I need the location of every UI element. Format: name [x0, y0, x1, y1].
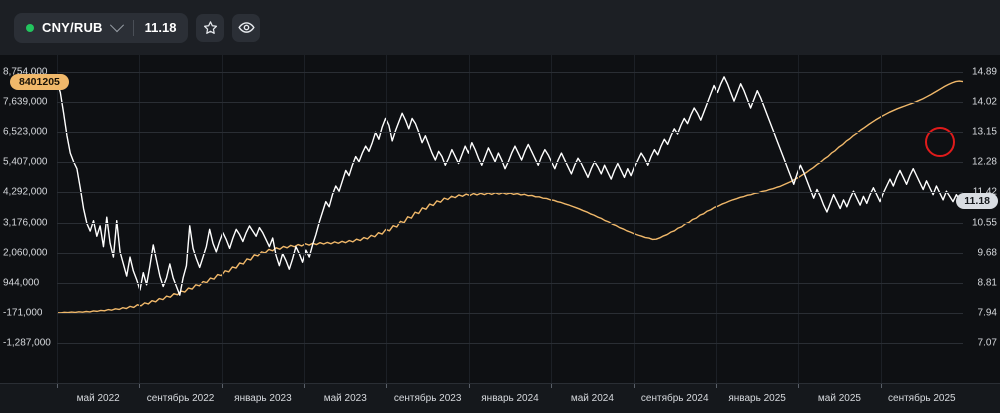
favorite-button[interactable]: [196, 13, 225, 42]
vertical-gridline: [880, 55, 882, 383]
right-axis-tick-label: 11.42: [973, 187, 997, 198]
right-axis-tick-label: 9.68: [977, 247, 997, 259]
gridline: [57, 162, 963, 164]
left-axis-tick-label: 5,407,000: [3, 156, 48, 168]
left-axis-tick-label: -1,287,000: [3, 337, 51, 349]
x-axis-tick-label: сентябрь 2022: [146, 393, 215, 404]
x-axis-tick-label: май 2023: [323, 393, 367, 404]
x-axis-tick-label: май 2024: [570, 393, 614, 404]
right-axis-tick-label: 10.55: [971, 217, 997, 229]
left-axis-tick-label: 6,523,000: [3, 126, 48, 138]
x-axis-tick-label: май 2025: [817, 393, 861, 404]
left-axis-tick-label: 3,176,000: [3, 217, 48, 229]
right-axis-tick-label: 7.07: [977, 337, 997, 349]
gridline: [57, 132, 963, 134]
x-axis-tick: [386, 384, 388, 388]
left-axis-tick-label: 944,000: [3, 277, 40, 289]
x-axis-tick-label: сентябрь 2024: [640, 393, 709, 404]
right-axis-labels: 14.89 14.02 13.15 12.28 11.42 10.55 9.68 8.81 7.…: [0, 55, 1000, 383]
gridline: [57, 222, 963, 224]
x-axis-tick-label: сентябрь 2023: [393, 393, 462, 404]
x-axis-tick: [304, 384, 306, 388]
x-axis-tick-label: май 2022: [76, 393, 120, 404]
left-axis-labels: 8,754,000 7,639,000 6,523,000 5,407,000 4,29…: [0, 55, 1000, 383]
x-axis-tick: [551, 384, 553, 388]
vertical-gridline: [633, 55, 635, 383]
vertical-gridline: [715, 55, 717, 383]
symbol-selector[interactable]: CNY/RUB 11.18: [14, 12, 189, 43]
x-axis-tick: [468, 384, 470, 388]
chevron-down-icon[interactable]: [109, 17, 124, 32]
left-axis-tick-label: 8,754,000: [3, 66, 48, 78]
x-axis-tick-label: январь 2025: [728, 393, 786, 404]
divider: [132, 19, 134, 36]
x-axis-tick-label: сентябрь 2025: [888, 393, 956, 404]
x-axis-tick-label: январь 2024: [481, 393, 539, 404]
star-icon: [203, 21, 218, 34]
x-axis-tick: [880, 384, 882, 388]
toolbar: CNY/RUB 11.18: [0, 0, 1000, 55]
left-axis-tick-label: -171,000: [3, 307, 43, 319]
x-axis-tick-label: январь 2023: [234, 393, 292, 404]
vertical-gridline: [304, 55, 306, 383]
right-axis-tick-label: 14.02: [971, 96, 997, 108]
right-axis-tick-label: 12.28: [971, 156, 997, 168]
right-axis-tick-label: 13.15: [971, 126, 997, 138]
gridline: [57, 192, 963, 194]
x-axis[interactable]: май 2022 сентябрь 2022 январь 2023 май 2023…: [0, 383, 1000, 413]
left-axis-value-badge: 8401205: [10, 73, 69, 90]
vertical-gridline: [57, 55, 58, 383]
x-axis-tick: [221, 384, 223, 388]
right-axis-tick-label: 8.81: [977, 277, 997, 289]
watch-button[interactable]: [232, 13, 261, 42]
x-axis-tick: [139, 384, 141, 388]
series-line-rate: [57, 76, 963, 296]
gridline: [57, 343, 963, 344]
symbol-price: 11.18: [144, 20, 177, 35]
gridline: [57, 252, 963, 254]
gridline: [57, 102, 963, 104]
gridline: [57, 72, 963, 73]
vertical-gridline: [468, 55, 470, 383]
vertical-gridline: [221, 55, 223, 383]
symbol-label: CNY/RUB: [42, 20, 103, 35]
right-axis-value-badge: 11.18: [956, 192, 998, 209]
gridline: [57, 282, 963, 284]
x-axis-tick: [715, 384, 717, 388]
x-axis-tick: [798, 384, 800, 388]
vertical-gridline: [386, 55, 388, 383]
left-axis-tick-label: 2,060,000: [3, 247, 48, 259]
right-axis-tick-label: 14.89: [971, 66, 997, 78]
x-axis-tick: [57, 384, 58, 388]
vertical-gridline: [551, 55, 553, 383]
left-axis-tick-label: 4,292,000: [3, 186, 48, 198]
chart-canvas[interactable]: 8,754,000 7,639,000 6,523,000 5,407,000 4,29…: [0, 55, 1000, 383]
gridline: [57, 312, 963, 314]
left-axis-tick-label: 7,639,000: [3, 96, 48, 108]
x-axis-tick: [633, 384, 635, 388]
vertical-gridline: [798, 55, 800, 383]
eye-icon: [238, 22, 255, 33]
market-status-dot: [26, 23, 34, 32]
vertical-gridline: [139, 55, 141, 383]
plot-region[interactable]: [57, 55, 963, 383]
right-axis-tick-label: 7.94: [977, 307, 997, 319]
